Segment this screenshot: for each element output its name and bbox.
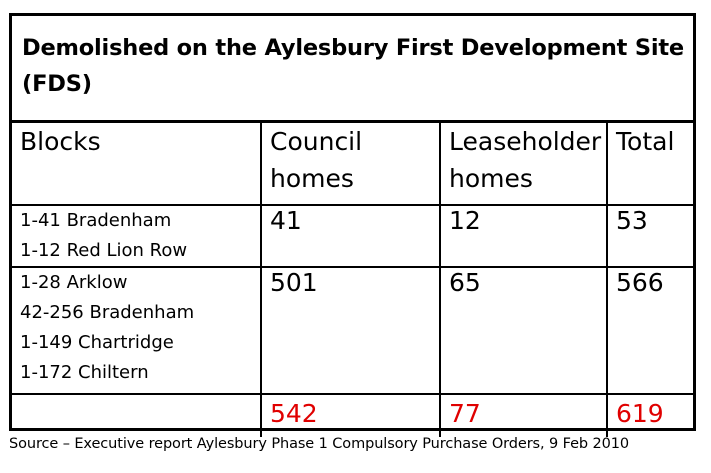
header-council-line-2: homes xyxy=(270,164,354,193)
block-name: 42-256 Bradenham xyxy=(20,302,195,323)
header-council-homes: Council homes xyxy=(260,123,441,206)
leaseholder-homes-total: 77 xyxy=(439,393,608,437)
block-name: 1-149 Chartridge xyxy=(20,332,174,353)
header-blocks-label: Blocks xyxy=(20,127,101,156)
council-homes-total: 542 xyxy=(260,393,441,437)
block-name: 1-28 Arklow xyxy=(20,272,128,293)
header-total: Total xyxy=(606,123,693,206)
header-leaseholder-line-2: homes xyxy=(449,164,533,193)
blocks-cell: 1-41 Bradenham 1-12 Red Lion Row xyxy=(12,204,262,268)
title-line-1: Demolished on the Aylesbury First Develo… xyxy=(22,35,684,61)
council-homes-cell: 501 xyxy=(260,266,441,395)
block-name: 1-41 Bradenham xyxy=(20,210,172,231)
block-name: 1-172 Chiltern xyxy=(20,362,149,383)
table-title: Demolished on the Aylesbury First Develo… xyxy=(12,16,693,123)
header-total-label: Total xyxy=(616,127,675,156)
total-cell: 53 xyxy=(606,204,693,268)
header-blocks: Blocks xyxy=(12,123,262,206)
leaseholder-homes-cell: 65 xyxy=(439,266,608,395)
source-note: Source – Executive report Aylesbury Phas… xyxy=(9,436,630,452)
header-row: Blocks Council homes Leaseholder homes T… xyxy=(12,123,693,206)
title-line-2: (FDS) xyxy=(22,71,92,97)
demolition-table-frame: Demolished on the Aylesbury First Develo… xyxy=(9,13,696,437)
header-leaseholder-homes: Leaseholder homes xyxy=(439,123,608,206)
grand-total: 619 xyxy=(606,393,693,437)
total-cell: 566 xyxy=(606,266,693,395)
blocks-cell: 1-28 Arklow 42-256 Bradenham 1-149 Chart… xyxy=(12,266,262,395)
table-row: 1-41 Bradenham 1-12 Red Lion Row 41 12 5… xyxy=(12,204,693,268)
totals-row: 542 77 619 xyxy=(12,393,693,437)
council-homes-cell: 41 xyxy=(260,204,441,268)
totals-blocks-cell xyxy=(12,393,262,437)
header-council-line-1: Council xyxy=(270,127,363,156)
leaseholder-homes-cell: 12 xyxy=(439,204,608,268)
block-name: 1-12 Red Lion Row xyxy=(20,240,188,261)
table-row: 1-28 Arklow 42-256 Bradenham 1-149 Chart… xyxy=(12,266,693,395)
demolition-table: Blocks Council homes Leaseholder homes T… xyxy=(12,123,693,437)
header-leaseholder-line-1: Leaseholder xyxy=(449,127,602,156)
